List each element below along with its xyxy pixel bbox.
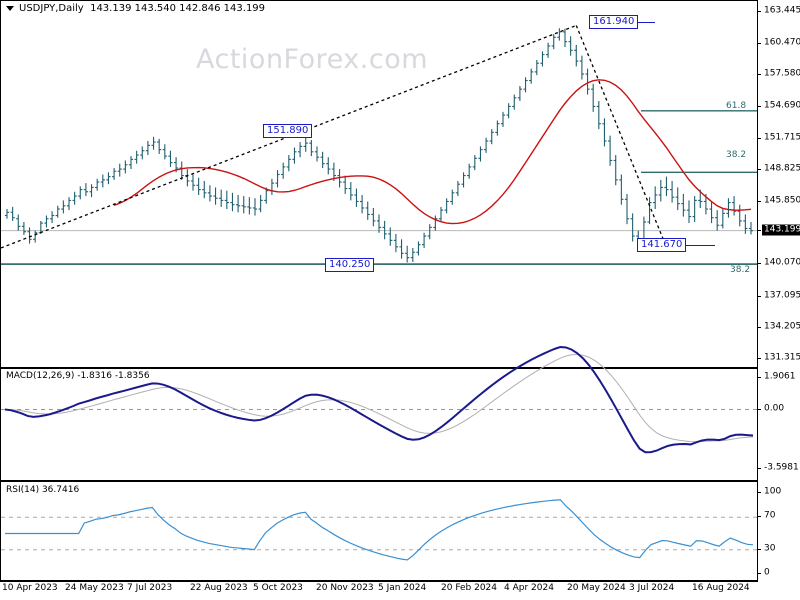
date-axis-label: 20 Nov 2023 <box>316 583 374 593</box>
quote-values: 143.139 143.540 142.846 143.199 <box>90 3 266 14</box>
rsi-label: RSI(14) 36.7416 <box>6 485 80 495</box>
rsi-axis-label: 30 <box>764 543 776 554</box>
price-axis-label: 143.199 <box>762 224 800 236</box>
date-axis-label: 7 Jul 2023 <box>127 583 173 593</box>
price-axis-label: 131.315 <box>764 352 800 363</box>
fib-level-label: 38.2 <box>726 150 747 160</box>
axis-tick <box>758 358 761 359</box>
date-axis-label: 16 Aug 2024 <box>692 583 750 593</box>
axis-tick <box>758 168 761 170</box>
macd-axis: 1.9061 0.00 -3.5981 <box>757 368 800 481</box>
axis-tick <box>758 326 761 328</box>
price-chart-panel[interactable] <box>0 0 758 368</box>
chevron-down-icon[interactable] <box>6 5 14 11</box>
date-axis-line <box>0 581 758 582</box>
axis-tick <box>758 137 761 139</box>
price-tag[interactable]: 151.890 <box>263 124 313 138</box>
price-axis-label: 145.850 <box>764 195 800 206</box>
axis-tick <box>758 263 761 265</box>
rsi-axis: 100 70 30 0 <box>757 481 800 581</box>
date-axis-label: 5 Oct 2023 <box>253 583 303 593</box>
price-axis-label: 151.715 <box>764 132 800 143</box>
price-axis-label: 148.825 <box>764 163 800 174</box>
price-axis-label: 160.470 <box>764 37 800 48</box>
axis-tick <box>758 516 761 518</box>
macd-axis-label: 1.9061 <box>764 371 796 382</box>
axis-tick <box>758 295 761 297</box>
date-axis-label: 22 Aug 2023 <box>190 583 248 593</box>
macd-panel[interactable] <box>0 346 758 481</box>
price-tag[interactable]: 140.250 <box>325 258 375 272</box>
axis-tick <box>758 229 761 231</box>
date-axis-label: 10 Apr 2023 <box>2 583 58 593</box>
date-axis-label: 3 Jul 2024 <box>629 583 675 593</box>
rsi-axis-label: 70 <box>764 510 776 521</box>
axis-tick <box>758 43 761 45</box>
rsi-axis-label: 0 <box>764 567 770 578</box>
price-tag[interactable]: 141.670 <box>637 238 687 252</box>
price-tag-leader <box>637 22 655 23</box>
price-axis-label: 140.070 <box>764 257 800 268</box>
axis-tick <box>758 408 761 410</box>
price-axis-label: 157.580 <box>764 68 800 79</box>
price-axis-label: 137.095 <box>764 290 800 301</box>
chart-header: USDJPY,Daily 143.139 143.540 142.846 143… <box>6 3 265 14</box>
date-axis-label: 5 Jan 2024 <box>378 583 427 593</box>
axis-tick <box>758 74 761 76</box>
price-axis-label: 163.445 <box>764 5 800 16</box>
axis-tick <box>758 201 761 203</box>
fib-level-label: 38.2 <box>730 265 751 275</box>
rsi-panel[interactable] <box>0 481 758 581</box>
axis-tick <box>758 105 761 107</box>
rsi-plot <box>1 499 757 561</box>
date-axis-label: 20 Feb 2024 <box>441 583 498 593</box>
rsi-axis-label: 100 <box>764 486 782 497</box>
fib-level-label: 61.8 <box>726 101 747 111</box>
macd-plot <box>1 346 757 454</box>
axis-tick <box>758 468 761 469</box>
date-axis-label: 4 Apr 2024 <box>504 583 554 593</box>
macd-label: MACD(12,26,9) -1.8316 -1.8356 <box>6 371 150 381</box>
price-axis-label: 154.690 <box>764 100 800 111</box>
date-axis-label: 24 May 2023 <box>65 583 124 593</box>
symbol-label: USDJPY,Daily <box>19 3 84 14</box>
macd-axis-label: -3.5981 <box>764 462 799 473</box>
price-axis: 163.445 160.470 157.580 154.690 151.715 148.8… <box>757 0 800 368</box>
axis-tick <box>758 548 761 550</box>
price-axis-label: 134.205 <box>764 321 800 332</box>
watermark: ActionForex.com <box>196 44 429 75</box>
macd-axis-label: 0.00 <box>764 403 785 413</box>
price-tag[interactable]: 161.940 <box>589 15 639 29</box>
axis-tick <box>758 377 761 378</box>
axis-tick <box>758 11 761 12</box>
price-tag-leader <box>685 245 715 246</box>
axis-tick <box>758 492 761 493</box>
date-axis-label: 20 May 2024 <box>567 583 626 593</box>
axis-tick <box>758 573 761 574</box>
date-axis: 10 Apr 2023 24 May 2023 7 Jul 2023 22 Aug 2… <box>0 581 800 600</box>
